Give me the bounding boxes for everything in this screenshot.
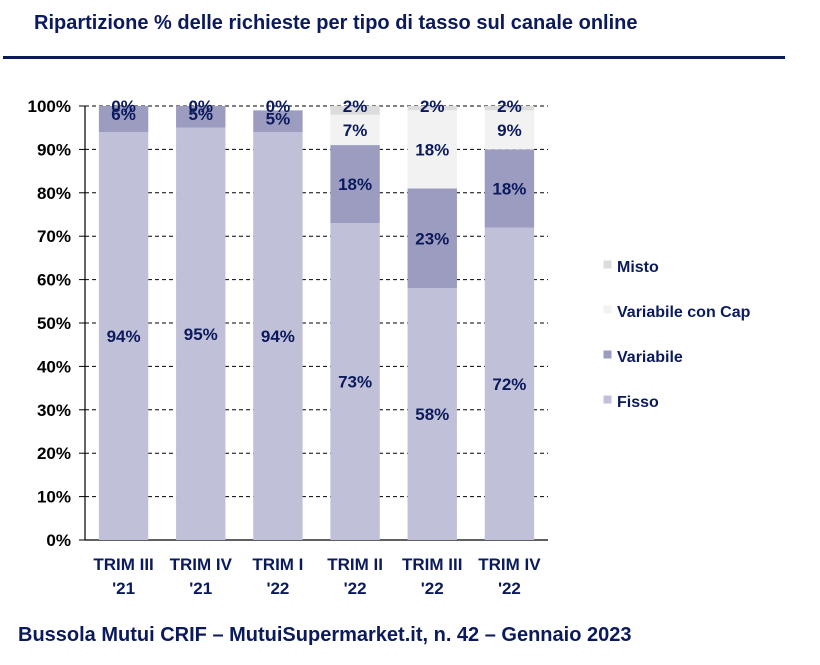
y-tick-label: 40% [37, 357, 71, 376]
category-label: '21 [112, 579, 135, 598]
y-tick-label: 100% [28, 97, 71, 116]
category-label: '22 [498, 579, 521, 598]
category-label: TRIM IV [478, 555, 541, 574]
bar-segment [253, 132, 303, 541]
bar-segment [330, 145, 380, 224]
category-label: TRIM IV [170, 555, 233, 574]
footer-source: Bussola Mutui CRIF – MutuiSupermarket.it… [18, 624, 632, 646]
legend-swatch [602, 259, 613, 270]
legend-swatch [602, 394, 613, 405]
bar-segment [98, 106, 149, 133]
data-label: 94% [261, 327, 295, 346]
y-tick-label: 80% [37, 184, 71, 203]
data-label: 73% [338, 373, 372, 392]
legend-label: Fisso [617, 394, 659, 411]
data-label: 0% [188, 97, 213, 116]
category-label: '21 [189, 579, 212, 598]
category-label: TRIM III [93, 555, 153, 574]
y-tick-label: 50% [37, 314, 71, 333]
data-label: 72% [492, 375, 526, 394]
category-label: TRIM II [327, 555, 383, 574]
y-tick-label: 60% [37, 271, 71, 290]
bar-segment [407, 188, 457, 289]
data-label: 7% [343, 121, 368, 140]
bar-segment [330, 223, 380, 540]
data-label: 5% [266, 109, 291, 128]
bar-segment [407, 288, 457, 540]
y-tick-label: 30% [37, 401, 71, 420]
data-label: 18% [492, 179, 526, 198]
bar-segment [176, 106, 226, 128]
legend-swatch [602, 304, 613, 315]
bar-segment [176, 127, 226, 540]
data-label: 18% [338, 175, 372, 194]
bar-segment [484, 149, 535, 228]
legend-swatch [602, 349, 613, 360]
bar-segment [484, 106, 535, 111]
y-tick-label: 20% [37, 444, 71, 463]
legend-label: Variabile [617, 349, 683, 366]
bar-segment [253, 110, 303, 133]
category-label: '22 [421, 579, 444, 598]
legend-label: Misto [617, 259, 659, 276]
legend-label: Variabile con Cap [617, 304, 751, 321]
bar-segment [407, 110, 457, 189]
bar-segment [484, 227, 535, 540]
bar-segment [330, 106, 380, 115]
y-tick-label: 70% [37, 227, 71, 246]
data-label: 0% [111, 97, 136, 116]
data-label: 5% [188, 105, 213, 124]
category-label: TRIM I [252, 555, 303, 574]
data-label: 18% [415, 140, 449, 159]
data-label: 2% [343, 97, 368, 116]
bar-segment [407, 106, 457, 111]
data-label: 23% [415, 229, 449, 248]
data-label: 94% [107, 327, 141, 346]
data-label: 2% [420, 97, 445, 116]
bar-segment [330, 114, 380, 146]
chart-title: Ripartizione % delle richieste per tipo … [34, 12, 638, 34]
y-tick-label: 90% [37, 140, 71, 159]
data-label: 9% [497, 121, 522, 140]
data-label: 0% [266, 97, 291, 116]
bar-segment [98, 132, 149, 541]
category-label: TRIM III [402, 555, 462, 574]
data-label: 95% [184, 325, 218, 344]
data-label: 2% [497, 97, 522, 116]
category-label: '22 [266, 579, 289, 598]
category-label: '22 [344, 579, 367, 598]
data-label: 58% [415, 405, 449, 424]
data-label: 6% [111, 105, 136, 124]
title-divider [3, 56, 785, 59]
y-tick-label: 10% [37, 488, 71, 507]
y-tick-label: 0% [46, 531, 71, 550]
bar-segment [484, 110, 535, 150]
